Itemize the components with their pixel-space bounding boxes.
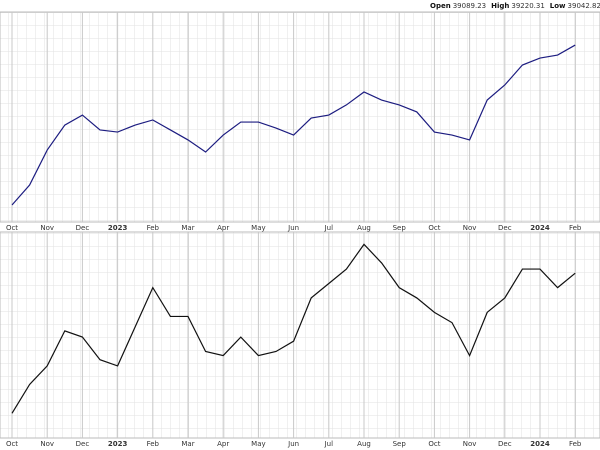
x-tick-label: Apr [217,224,229,232]
x-tick-label: Jun [287,224,299,232]
ohlc-label: Open [430,2,451,10]
x-tick-label: Apr [217,440,229,448]
x-tick-label: Jul [324,440,334,448]
x-tick-label: Feb [569,440,582,448]
x-tick-label: 2023 [108,224,128,232]
indicator-panel [0,231,600,439]
x-tick-label: Mar [181,440,194,448]
x-tick-label: Nov [463,440,477,448]
price-panel [0,11,600,223]
x-tick-label: May [251,440,265,448]
x-tick-label: Oct [6,224,18,232]
x-tick-label: Jul [324,224,334,232]
ohlc-label: Low [550,2,566,10]
x-tick-label: Feb [569,224,582,232]
x-tick-label: 2023 [108,440,128,448]
x-tick-label: Dec [76,440,90,448]
x-tick-label: Oct [428,224,440,232]
x-tick-label: Aug [357,440,371,448]
x-tick-label: Feb [147,440,160,448]
x-tick-label: Sep [393,440,407,448]
x-tick-label: 2024 [530,224,550,232]
ohlc-label: High [491,2,509,10]
x-tick-label: Oct [428,440,440,448]
x-tick-label: Nov [40,224,54,232]
ohlc-value: 39042.82 [568,2,600,10]
price-line [11,44,576,206]
x-tick-label: Nov [463,224,477,232]
x-tick-label: Nov [40,440,54,448]
x-tick-label: Aug [357,224,371,232]
x-tick-label: Oct [6,440,18,448]
x-tick-label: 2024 [530,440,550,448]
x-tick-label: May [251,224,265,232]
x-tick-label: Dec [498,440,512,448]
x-tick-label: Feb [147,224,160,232]
ohlc-header: Open39089.23High39220.31Low39042.82Last3… [430,2,600,10]
ohlc-value: 39089.23 [453,2,486,10]
x-tick-label: Dec [498,224,512,232]
x-tick-label: Mar [181,224,194,232]
price-line [11,243,576,414]
x-tick-label: Dec [76,224,90,232]
ohlc-value: 39220.31 [511,2,544,10]
x-tick-label: Sep [393,224,407,232]
x-tick-label: Jun [287,440,299,448]
